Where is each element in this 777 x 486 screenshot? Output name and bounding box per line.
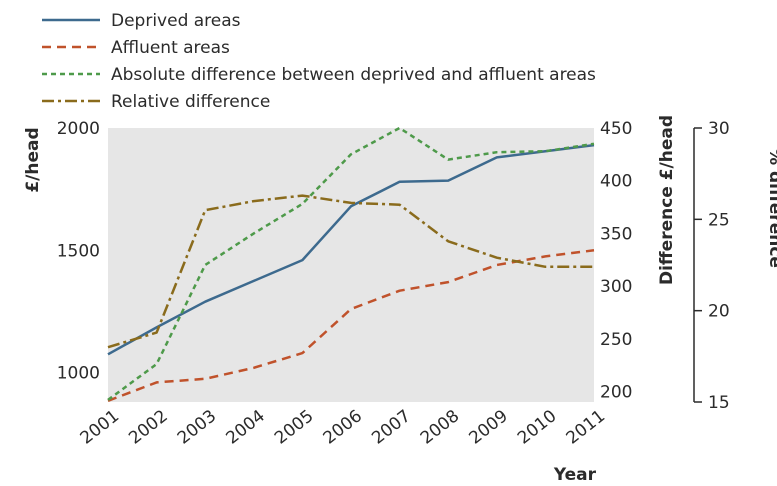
x-axis: 2001 2002 2003 2004 2005 2006 2007 2008 2009 2010…	[77, 406, 609, 448]
x-tick-label: 2003	[174, 406, 220, 448]
left-axis-title: £/head	[23, 127, 43, 192]
legend: Deprived areas Affluent areas Absolute d…	[42, 11, 596, 112]
x-tick-label: 2009	[465, 406, 511, 448]
left-axis: 1000 1500 2000	[57, 119, 100, 384]
x-tick-label: 2007	[368, 406, 414, 448]
right-axis-title: % difference	[765, 148, 777, 268]
middle-tick-label: 300	[600, 277, 632, 297]
middle-tick-label: 450	[600, 119, 632, 139]
x-tick-label: 2006	[320, 406, 366, 448]
x-tick-label: 2011	[563, 406, 609, 448]
legend-item-relative-difference: Relative difference	[42, 92, 270, 112]
left-tick-label: 2000	[57, 119, 100, 139]
middle-tick-label: 250	[600, 330, 632, 350]
middle-tick-label: 400	[600, 172, 632, 192]
plot-area	[108, 128, 594, 402]
legend-item-affluent: Affluent areas	[42, 38, 230, 58]
legend-label-relative-difference: Relative difference	[111, 92, 270, 112]
series-line-2	[107, 126, 595, 401]
right-axis: 15 20 25 30	[693, 119, 730, 413]
legend-label-affluent: Affluent areas	[111, 38, 230, 58]
legend-label-deprived: Deprived areas	[111, 11, 241, 31]
middle-axis: 200 250 300 350 400 450	[600, 119, 632, 402]
right-tick-label: 15	[708, 393, 730, 413]
series-lines	[107, 126, 595, 402]
right-tick-label: 30	[708, 119, 730, 139]
x-tick-label: 2005	[271, 406, 317, 448]
series-line-1	[107, 249, 595, 402]
series-line-0	[107, 143, 595, 356]
x-tick-label: 2008	[417, 406, 463, 448]
legend-label-absolute-difference: Absolute difference between deprived and…	[111, 65, 596, 85]
x-tick-label: 2004	[222, 406, 268, 448]
left-tick-label: 1500	[57, 241, 100, 261]
series-line-3	[107, 194, 594, 349]
left-tick-label: 1000	[57, 364, 100, 384]
right-tick-label: 20	[708, 302, 730, 322]
legend-item-deprived: Deprived areas	[42, 11, 241, 31]
middle-tick-label: 200	[600, 382, 632, 402]
middle-axis-title: Difference £/head	[657, 115, 677, 285]
middle-tick-label: 350	[600, 224, 632, 244]
x-tick-label: 2010	[514, 406, 560, 448]
x-tick-label: 2002	[125, 406, 171, 448]
x-axis-title: Year	[553, 465, 597, 485]
right-tick-label: 25	[708, 210, 730, 230]
legend-item-absolute-difference: Absolute difference between deprived and…	[42, 65, 596, 85]
x-tick-label: 2001	[77, 406, 123, 448]
